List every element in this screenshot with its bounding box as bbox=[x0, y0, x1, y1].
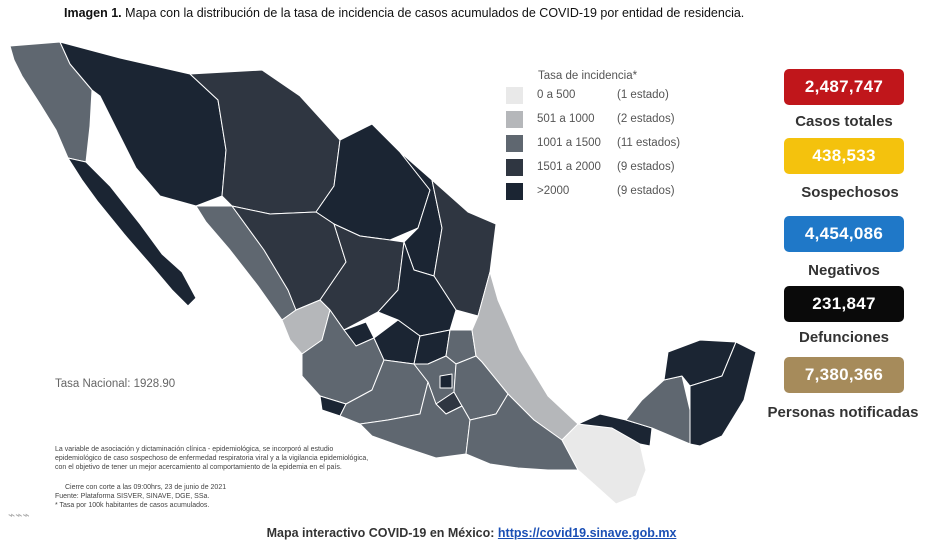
legend-swatch bbox=[506, 134, 523, 152]
stat-box-casos-totales: 2,487,747 bbox=[784, 69, 904, 105]
stat-box-negativos: 4,454,086 bbox=[784, 216, 904, 252]
rate-footnote: * Tasa por 100k habitantes de casos acum… bbox=[55, 501, 210, 509]
legend-swatch bbox=[506, 182, 523, 200]
source-text: Fuente: Plataforma SISVER, SINAVE, DGE, … bbox=[55, 492, 210, 500]
note-line: La variable de asociación y dictaminació… bbox=[55, 446, 334, 453]
note-line: epidemiológico de caso sospechoso de enf… bbox=[55, 454, 369, 462]
legend-count: (9 estados) bbox=[617, 185, 675, 197]
footer-link[interactable]: https://covid19.sinave.gob.mx bbox=[497, 526, 677, 540]
legend-count: (11 estados) bbox=[617, 137, 681, 149]
legend-item: 1001 a 1500 (11 estados) bbox=[506, 134, 716, 152]
legend-range: 1001 a 1500 bbox=[537, 137, 601, 149]
figure-caption: Imagen 1. Mapa con la distribución de la… bbox=[64, 6, 744, 20]
stat-box-defunciones: 231,847 bbox=[784, 286, 904, 322]
caption-label: Imagen 1. bbox=[64, 6, 122, 20]
footer-label: Mapa interactivo COVID-19 en México: bbox=[266, 526, 495, 540]
legend-count: (9 estados) bbox=[617, 161, 675, 173]
legend-swatch bbox=[506, 158, 523, 176]
legend-range: 1501 a 2000 bbox=[537, 161, 601, 173]
source-note: Cierre con corte a las 09:00hrs, 23 de j… bbox=[55, 484, 355, 510]
mexico-incidence-map bbox=[9, 41, 757, 505]
logo-icon: ⌁⌁⌁ bbox=[8, 508, 30, 522]
legend-title: Tasa de incidencia* bbox=[538, 70, 638, 82]
state-quintana-roo bbox=[689, 341, 757, 447]
stat-label-negativos: Negativos bbox=[808, 262, 880, 279]
legend-swatch bbox=[506, 110, 523, 128]
state-baja-california-sur bbox=[67, 157, 197, 307]
cutoff-text: Cierre con corte a las 09:00hrs, 23 de j… bbox=[65, 484, 227, 491]
tasa-nacional: Tasa Nacional: 1928.90 bbox=[55, 378, 176, 390]
stat-label-casos-totales: Casos totales bbox=[795, 113, 893, 130]
legend-item: 1501 a 2000 (9 estados) bbox=[506, 158, 716, 176]
legend-count: (1 estado) bbox=[617, 89, 669, 101]
legend-range: >2000 bbox=[537, 185, 570, 197]
note-line: con el objetivo de tener un mejor acerca… bbox=[55, 463, 342, 471]
stat-box-sospechosos: 438,533 bbox=[784, 138, 904, 174]
legend-item: 0 a 500 (1 estado) bbox=[506, 86, 716, 104]
legend-range: 501 a 1000 bbox=[537, 113, 595, 125]
methodology-note: La variable de asociación y dictaminació… bbox=[55, 446, 445, 472]
footer: Mapa interactivo COVID-19 en México: htt… bbox=[0, 526, 943, 540]
legend-count: (2 estados) bbox=[617, 113, 675, 125]
state-guerrero bbox=[359, 381, 471, 459]
state-cdmx bbox=[439, 373, 453, 389]
legend-range: 0 a 500 bbox=[537, 89, 576, 101]
legend-item: 501 a 1000 (2 estados) bbox=[506, 110, 716, 128]
stat-label-defunciones: Defunciones bbox=[798, 329, 889, 346]
caption-text: Mapa con la distribución de la tasa de i… bbox=[125, 6, 745, 20]
legend-item: >2000 (9 estados) bbox=[506, 182, 716, 200]
state-tabasco bbox=[577, 413, 653, 447]
stat-label-sospechosos: Sospechosos bbox=[801, 184, 899, 201]
state-campeche bbox=[625, 375, 691, 445]
stat-label-personas-notificadas: Personas notificadas bbox=[767, 404, 919, 421]
legend-swatch bbox=[506, 86, 523, 104]
stat-box-personas-notificadas: 7,380,366 bbox=[784, 357, 904, 393]
